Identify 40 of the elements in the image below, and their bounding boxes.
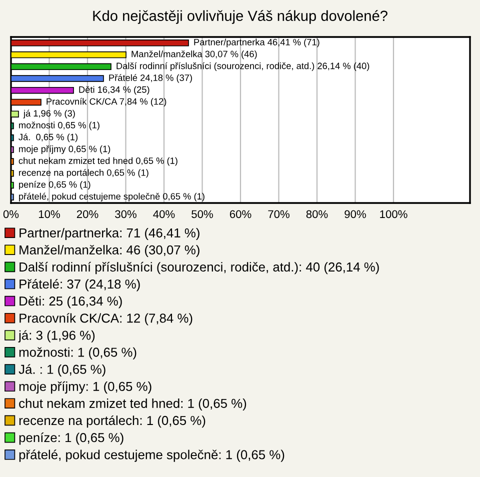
legend-label: já: 3 (1,96 %) — [18, 330, 95, 342]
x-tick-label: 90% — [344, 210, 366, 218]
category-label: chut nekam zmizet ted hned 0,65 % (1) — [18, 157, 178, 166]
legend-label: peníze: 1 (0,65 %) — [19, 432, 124, 445]
legend-label: recenze na portálech: 1 (0,65 %) — [19, 415, 206, 428]
category-label: Děti 16,34 % (25) — [79, 86, 150, 95]
category-label: možnosti 0,65 % (1) — [19, 122, 100, 130]
category-label: Manžel/manželka 30,07 % (46) — [132, 50, 257, 60]
legend-label: Partner/partnerka: 71 (46,41 %) — [20, 228, 200, 240]
category-label: já 1,96 % (3) — [23, 110, 75, 118]
x-tick-label: 50% — [192, 210, 213, 218]
x-tick-label: 70% — [268, 210, 290, 218]
x-tick-label: 100% — [380, 210, 408, 218]
x-tick-label: 30% — [115, 210, 136, 218]
category-label: Další rodinní příslušníci (sourozenci, rodiče, atd.) 26,14 % (40) — [116, 62, 370, 71]
category-label: recenze na portálech 0,65 % (1) — [19, 169, 148, 178]
legend-label: Manžel/manželka: 46 (30,07 %) — [20, 244, 200, 258]
legend-label: Já. : 1 (0,65 %) — [18, 364, 106, 376]
category-label: Já. 0,65 % (1) — [18, 133, 78, 142]
category-label: moje příjmy 0,65 % (1) — [19, 145, 110, 154]
category-label: peníze 0,65 % (1) — [19, 180, 90, 190]
x-tick-label: 80% — [306, 210, 328, 218]
category-label: Přátelé 24,18 % (37) — [109, 74, 192, 83]
legend-label: Přátelé: 37 (24,18 %) — [20, 279, 140, 292]
x-tick-label: 60% — [230, 210, 252, 218]
legend-label: Další rodinní příslušníci (sourozenci, rodiče, atd.): 40 (26,14 %) — [20, 262, 379, 274]
x-tick-label: 20% — [76, 210, 98, 218]
legend-label: přátelé, pokud cestujeme společně: 1 (0,65 %) — [19, 450, 284, 462]
legend-label: možnosti: 1 (0,65 %) — [19, 347, 136, 360]
legend-label: moje příjmy: 1 (0,65 %) — [19, 381, 152, 394]
legend-label: chut nekam zmizet ted hned: 1 (0,65 %) — [19, 398, 246, 411]
category-label: přátelé, pokud cestujeme společně 0,65 % (1) — [19, 192, 204, 202]
legend-label: Děti: 25 (16,34 %) — [20, 296, 122, 308]
legend-label: Pracovník CK/CA: 12 (7,84 %) — [20, 313, 192, 326]
category-label: Partner/partnerka 46,41 % (71) — [194, 38, 320, 48]
chart-title: Kdo nejčastěji ovlivňuje Váš nákup dovolené? — [93, 10, 388, 24]
x-tick-label: 0% — [3, 210, 19, 218]
x-tick-label: 40% — [153, 210, 175, 218]
category-label: Pracovník CK/CA 7,84 % (12) — [46, 98, 166, 107]
x-tick-label: 10% — [38, 210, 60, 218]
